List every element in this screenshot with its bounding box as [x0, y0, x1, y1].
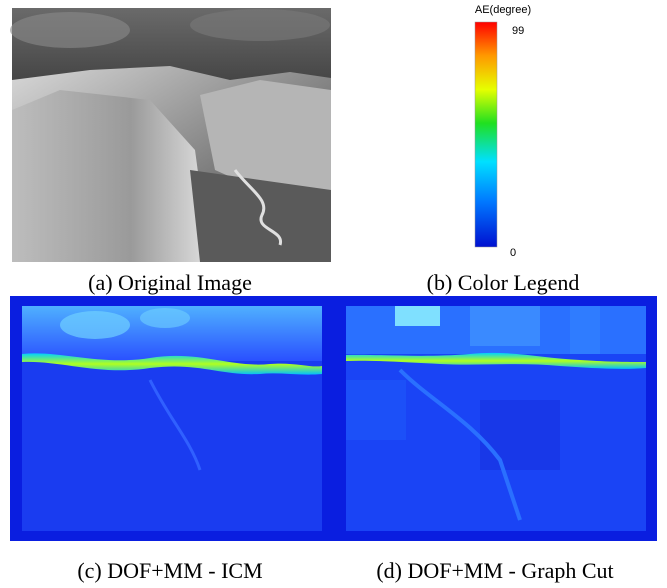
- original-image: [10, 8, 331, 262]
- caption: (d) DOF+MM - Graph Cut: [376, 558, 613, 583]
- figure: (a) Original Image AE(degree) 99 0 (b) C…: [0, 0, 667, 588]
- legend-min: 0: [510, 247, 516, 259]
- color-legend: AE(degree) 99 0: [475, 4, 531, 259]
- error-map-icm: [10, 296, 333, 541]
- legend-title: AE(degree): [475, 4, 531, 16]
- caption: (a) Original Image: [88, 270, 252, 295]
- legend-max: 99: [512, 25, 524, 37]
- caption: (c) DOF+MM - ICM: [77, 558, 262, 583]
- error-map-graph-cut: [333, 296, 657, 541]
- caption: (b) Color Legend: [427, 270, 580, 295]
